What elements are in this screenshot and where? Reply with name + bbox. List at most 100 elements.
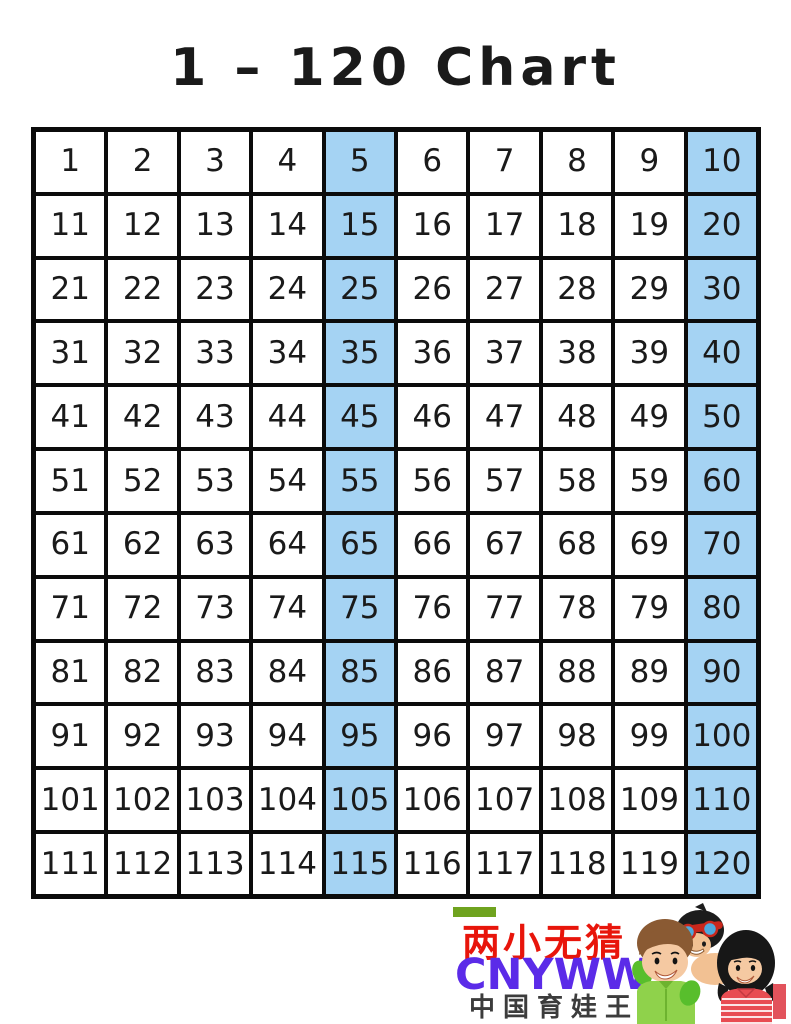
grid-cell-90: 90 xyxy=(687,642,756,703)
grid-cell-72: 72 xyxy=(108,578,177,639)
grid-cell-97: 97 xyxy=(470,706,539,767)
grid-cell-116: 116 xyxy=(398,834,467,894)
grid-cell-77: 77 xyxy=(470,578,539,639)
number-grid: 1 2 3 4 5 6 7 8 9 10 11 12 13 14 15 16 17 18 19 20 21 22 23 24 2… xyxy=(31,127,761,899)
grid-cell-105: 105 xyxy=(325,770,394,831)
cartoon-kids-illustration xyxy=(632,903,775,1024)
grid-cell-98: 98 xyxy=(542,706,612,767)
grid-cell-81: 81 xyxy=(36,642,105,703)
grid-cell-69: 69 xyxy=(615,514,684,575)
girl xyxy=(717,930,775,1024)
grid-cell-94: 94 xyxy=(253,706,322,767)
brand-tagline-chinese: 中国育娃王 xyxy=(469,993,640,1023)
grid-cell-111: 111 xyxy=(36,834,105,894)
grid-cell-16: 16 xyxy=(398,195,467,256)
grid-cell-6: 6 xyxy=(398,132,467,192)
grid-cell-106: 106 xyxy=(398,770,467,831)
grid-cell-110: 110 xyxy=(687,770,756,831)
grid-cell-99: 99 xyxy=(615,706,684,767)
grid-cell-12: 12 xyxy=(108,195,177,256)
grid-cell-36: 36 xyxy=(398,323,467,384)
grid-cell-67: 67 xyxy=(470,514,539,575)
grid-cell-11: 11 xyxy=(36,195,105,256)
grid-cell-56: 56 xyxy=(398,451,467,511)
grid-cell-85: 85 xyxy=(325,642,394,703)
grid-cell-22: 22 xyxy=(108,259,177,320)
grid-cell-75: 75 xyxy=(325,578,394,639)
grid-cell-55: 55 xyxy=(325,451,394,511)
grid-cell-66: 66 xyxy=(398,514,467,575)
grid-cell-79: 79 xyxy=(615,578,684,639)
grid-cell-37: 37 xyxy=(470,323,539,384)
grid-cell-65: 65 xyxy=(325,514,394,575)
grid-cell-108: 108 xyxy=(542,770,612,831)
grid-cell-89: 89 xyxy=(615,642,684,703)
grid-cell-114: 114 xyxy=(253,834,322,894)
grid-cell-50: 50 xyxy=(687,387,756,448)
grid-cell-57: 57 xyxy=(470,451,539,511)
grid-cell-30: 30 xyxy=(687,259,756,320)
watermark: 两小无猜 CNYWW 中国育娃王 xyxy=(440,900,791,1024)
grid-cell-41: 41 xyxy=(36,387,105,448)
grid-cell-4: 4 xyxy=(253,132,322,192)
grid-cell-107: 107 xyxy=(470,770,539,831)
grid-cell-53: 53 xyxy=(180,451,250,511)
grid-cell-91: 91 xyxy=(36,706,105,767)
grid-cell-62: 62 xyxy=(108,514,177,575)
grid-cell-2: 2 xyxy=(108,132,177,192)
grid-cell-115: 115 xyxy=(325,834,394,894)
grid-cell-88: 88 xyxy=(542,642,612,703)
grid-cell-120: 120 xyxy=(687,834,756,894)
grid-cell-113: 113 xyxy=(180,834,250,894)
grid-cell-54: 54 xyxy=(253,451,322,511)
grid-cell-7: 7 xyxy=(470,132,539,192)
grid-cell-73: 73 xyxy=(180,578,250,639)
grid-cell-33: 33 xyxy=(180,323,250,384)
grid-cell-74: 74 xyxy=(253,578,322,639)
grid-cell-39: 39 xyxy=(615,323,684,384)
grid-cell-96: 96 xyxy=(398,706,467,767)
grid-cell-103: 103 xyxy=(180,770,250,831)
grid-cell-17: 17 xyxy=(470,195,539,256)
chart-title: 1 – 120 Chart xyxy=(170,38,621,98)
grid-cell-24: 24 xyxy=(253,259,322,320)
green-accent-bar xyxy=(453,907,496,917)
grid-cell-84: 84 xyxy=(253,642,322,703)
grid-cell-58: 58 xyxy=(542,451,612,511)
grid-cell-109: 109 xyxy=(615,770,684,831)
grid-cell-35: 35 xyxy=(325,323,394,384)
grid-cell-102: 102 xyxy=(108,770,177,831)
grid-cell-19: 19 xyxy=(615,195,684,256)
grid-cell-76: 76 xyxy=(398,578,467,639)
grid-cell-26: 26 xyxy=(398,259,467,320)
grid-cell-78: 78 xyxy=(542,578,612,639)
grid-cell-29: 29 xyxy=(615,259,684,320)
grid-cell-92: 92 xyxy=(108,706,177,767)
grid-cell-1: 1 xyxy=(36,132,105,192)
grid-cell-31: 31 xyxy=(36,323,105,384)
grid-cell-68: 68 xyxy=(542,514,612,575)
grid-cell-32: 32 xyxy=(108,323,177,384)
grid-cell-5: 5 xyxy=(325,132,394,192)
grid-cell-49: 49 xyxy=(615,387,684,448)
grid-cell-112: 112 xyxy=(108,834,177,894)
grid-cell-86: 86 xyxy=(398,642,467,703)
boy xyxy=(632,919,701,1024)
grid-cell-101: 101 xyxy=(36,770,105,831)
grid-cell-71: 71 xyxy=(36,578,105,639)
grid-cell-44: 44 xyxy=(253,387,322,448)
grid-cell-14: 14 xyxy=(253,195,322,256)
grid-cell-119: 119 xyxy=(615,834,684,894)
grid-cell-20: 20 xyxy=(687,195,756,256)
grid-cell-28: 28 xyxy=(542,259,612,320)
grid-cell-60: 60 xyxy=(687,451,756,511)
grid-cell-48: 48 xyxy=(542,387,612,448)
grid-cell-34: 34 xyxy=(253,323,322,384)
grid-cell-51: 51 xyxy=(36,451,105,511)
grid-cell-93: 93 xyxy=(180,706,250,767)
grid-cell-38: 38 xyxy=(542,323,612,384)
grid-cell-9: 9 xyxy=(615,132,684,192)
grid-cell-117: 117 xyxy=(470,834,539,894)
grid-cell-42: 42 xyxy=(108,387,177,448)
grid-cell-95: 95 xyxy=(325,706,394,767)
